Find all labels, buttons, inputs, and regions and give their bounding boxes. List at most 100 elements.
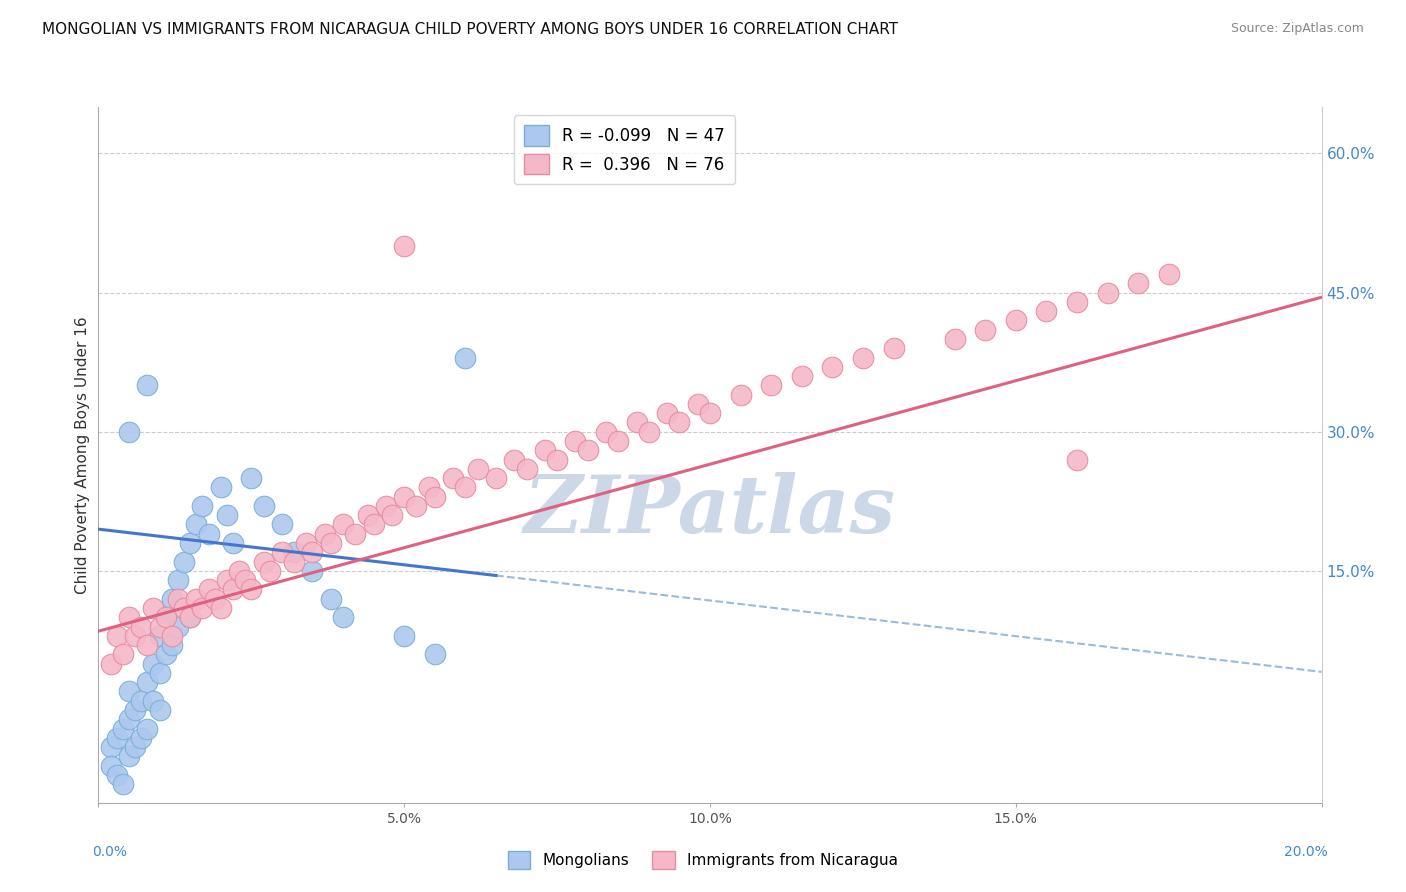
Point (197, 526, 219, 541)
Point (160, 638, 183, 652)
Point (485, 471, 508, 485)
Point (222, 536, 245, 550)
Point (454, 351, 477, 365)
Point (155, 610, 177, 624)
Point (222, 582, 245, 597)
Point (191, 499, 214, 513)
Text: 0.0%: 0.0% (93, 845, 128, 858)
Point (252, 499, 274, 513)
Point (637, 425, 661, 439)
Point (186, 517, 208, 532)
Point (332, 610, 354, 624)
Point (124, 703, 146, 717)
Point (283, 555, 305, 569)
Point (124, 740, 146, 755)
Point (319, 591, 342, 606)
Point (314, 526, 336, 541)
Point (1097, 285, 1119, 300)
Point (467, 462, 489, 476)
Point (301, 564, 323, 578)
Point (105, 731, 128, 745)
Point (240, 471, 263, 485)
Point (943, 332, 966, 346)
Point (149, 665, 172, 680)
Point (454, 480, 477, 494)
Point (332, 517, 354, 532)
Point (191, 601, 214, 615)
Point (1066, 452, 1088, 467)
Point (1066, 294, 1088, 309)
Point (1157, 267, 1180, 281)
Text: ZIPatlas: ZIPatlas (524, 472, 896, 549)
Point (179, 610, 201, 624)
Text: 20.0%: 20.0% (1284, 845, 1327, 858)
Point (173, 555, 195, 569)
Point (1128, 277, 1150, 291)
Point (167, 591, 190, 606)
Point (503, 452, 526, 467)
Point (423, 648, 446, 662)
Point (974, 323, 997, 337)
Point (160, 629, 183, 643)
Point (111, 722, 134, 736)
Point (186, 591, 208, 606)
Point (155, 610, 177, 624)
Point (730, 387, 752, 401)
Point (790, 369, 813, 384)
Point (363, 517, 385, 532)
Point (668, 416, 690, 430)
Text: MONGOLIAN VS IMMIGRANTS FROM NICARAGUA CHILD POVERTY AMONG BOYS UNDER 16 CORRELA: MONGOLIAN VS IMMIGRANTS FROM NICARAGUA C… (42, 22, 898, 37)
Point (626, 416, 648, 430)
Point (686, 397, 709, 411)
Point (252, 555, 274, 569)
Point (374, 499, 396, 513)
Point (392, 239, 416, 253)
Point (129, 694, 152, 708)
Point (118, 712, 141, 726)
Point (204, 591, 226, 606)
Point (259, 564, 281, 578)
Point (149, 629, 172, 643)
Point (295, 536, 318, 550)
Point (100, 657, 122, 671)
Point (136, 638, 159, 652)
Point (270, 517, 292, 532)
Point (1035, 304, 1057, 318)
Point (136, 378, 159, 392)
Text: Source: ZipAtlas.com: Source: ZipAtlas.com (1230, 22, 1364, 36)
Point (516, 462, 538, 476)
Point (240, 582, 263, 597)
Point (228, 564, 250, 578)
Point (883, 341, 905, 355)
Point (301, 545, 323, 559)
Point (576, 443, 599, 458)
Point (1004, 313, 1026, 327)
Point (209, 480, 232, 494)
Point (167, 573, 190, 587)
Point (852, 351, 875, 365)
Point (270, 545, 292, 559)
Point (233, 573, 256, 587)
Point (142, 694, 165, 708)
Point (149, 703, 172, 717)
Point (821, 359, 844, 374)
Point (124, 629, 146, 643)
Point (197, 582, 219, 597)
Point (142, 601, 165, 615)
Point (179, 536, 201, 550)
Point (111, 777, 134, 791)
Point (595, 425, 617, 439)
Point (118, 610, 141, 624)
Point (111, 648, 134, 662)
Point (534, 443, 557, 458)
Point (392, 629, 416, 643)
Point (179, 610, 201, 624)
Point (136, 675, 159, 690)
Y-axis label: Child Poverty Among Boys Under 16: Child Poverty Among Boys Under 16 (75, 316, 90, 594)
Point (418, 480, 440, 494)
Point (344, 526, 367, 541)
Point (129, 619, 152, 633)
Point (167, 619, 190, 633)
Point (215, 508, 238, 523)
Point (423, 490, 446, 504)
